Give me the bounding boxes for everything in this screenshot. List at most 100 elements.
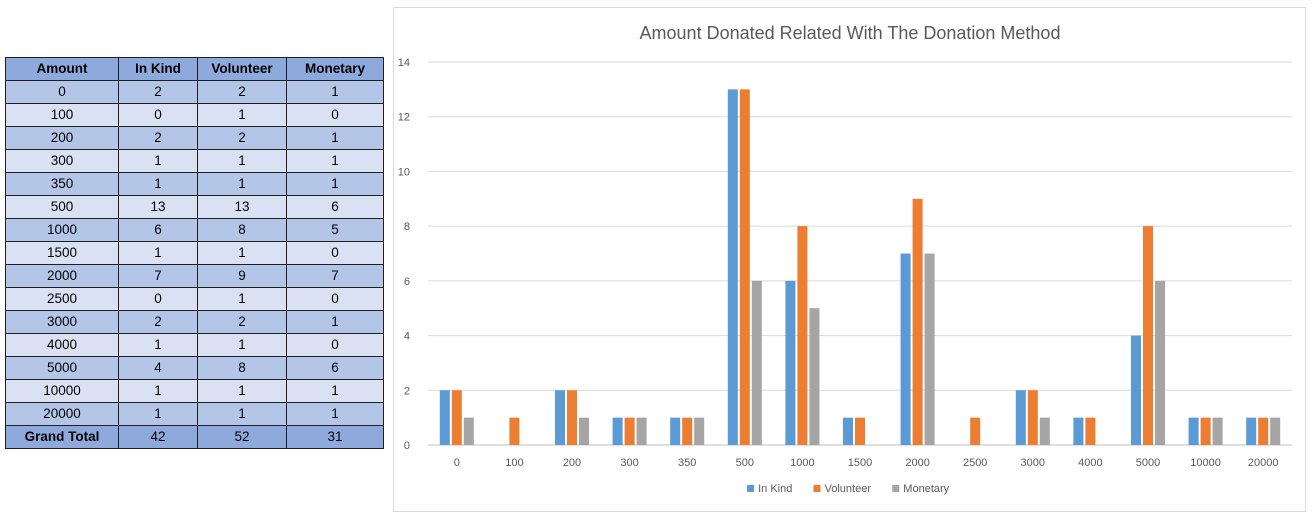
column-header: Volunteer <box>197 57 287 81</box>
chart-title: Amount Donated Related With The Donation… <box>640 23 1061 43</box>
x-tick-label: 350 <box>678 457 696 469</box>
legend-swatch <box>813 485 821 492</box>
bar-volunteer <box>509 417 520 445</box>
x-tick-label: 1000 <box>790 457 814 469</box>
y-tick-label: 12 <box>398 112 410 124</box>
table-cell: 1 <box>197 333 287 357</box>
bars <box>439 89 1281 445</box>
table-cell: 1 <box>286 149 384 173</box>
column-header: Monetary <box>286 57 384 81</box>
bar-in-kind <box>1246 417 1257 445</box>
legend-label: Monetary <box>903 483 949 495</box>
grand-total-row: Grand Total 42 52 31 <box>5 425 384 449</box>
table-cell: 6 <box>286 356 384 380</box>
y-tick-label: 10 <box>398 166 410 178</box>
bar-in-kind <box>439 390 450 445</box>
column-header: In Kind <box>118 57 198 81</box>
table-cell: 0 <box>118 287 198 311</box>
data-table: Amount In Kind Volunteer Monetary 0 2 2 1 100 0 1… <box>5 57 384 449</box>
table-cell: 2 <box>197 80 287 104</box>
table-row: 200 2 2 1 <box>5 126 384 150</box>
table-cell: 500 <box>5 195 119 219</box>
bar-volunteer <box>624 417 635 445</box>
table-row: 500 13 13 6 <box>5 195 384 219</box>
y-tick-label: 14 <box>398 57 410 69</box>
table-cell: 7 <box>286 264 384 288</box>
table-cell: 1 <box>286 379 384 403</box>
table-cell: 2 <box>197 310 287 334</box>
bar-monetary <box>1039 417 1050 445</box>
bar-monetary <box>1212 417 1223 445</box>
table-cell: 2 <box>118 80 198 104</box>
bar-volunteer <box>1258 417 1269 445</box>
x-tick-label: 500 <box>736 457 754 469</box>
bar-volunteer <box>797 226 808 445</box>
table-cell: 1 <box>197 402 287 426</box>
table-cell: 1 <box>118 149 198 173</box>
table-cell: 1 <box>118 241 198 265</box>
bar-volunteer <box>970 417 981 445</box>
table-cell: 1 <box>197 379 287 403</box>
table-cell: 1 <box>118 379 198 403</box>
table-cell: 2 <box>118 310 198 334</box>
bar-in-kind <box>843 417 853 445</box>
table-cell: 5000 <box>5 356 119 380</box>
legend-swatch <box>747 485 755 492</box>
bar-in-kind <box>612 417 623 445</box>
bar-volunteer <box>739 89 750 445</box>
table-cell: 2500 <box>5 287 119 311</box>
bar-in-kind <box>1073 417 1084 445</box>
bar-in-kind <box>1131 335 1141 445</box>
table-cell: 1500 <box>5 241 119 265</box>
bar-in-kind <box>900 253 911 445</box>
table-cell: 6 <box>118 218 198 242</box>
table-cell: 100 <box>5 103 119 127</box>
table-cell: 1 <box>118 172 198 196</box>
bar-volunteer <box>682 417 693 445</box>
bar-monetary <box>463 417 474 445</box>
legend-swatch <box>892 485 900 492</box>
x-tick-label: 200 <box>563 457 581 469</box>
bar-volunteer <box>912 198 923 445</box>
table-cell: 6 <box>286 195 384 219</box>
bar-volunteer <box>855 417 865 445</box>
legend: In Kind Volunteer Monetary <box>747 483 950 495</box>
table-row: 5000 4 8 6 <box>5 356 384 380</box>
bar-volunteer <box>567 390 577 445</box>
x-tick-label: 2500 <box>963 457 987 469</box>
table-row: 4000 1 1 0 <box>5 333 384 357</box>
x-tick-label: 4000 <box>1078 457 1102 469</box>
bar-in-kind <box>1015 390 1026 445</box>
table-row: 3000 2 2 1 <box>5 310 384 334</box>
table-cell: 1 <box>197 241 287 265</box>
table-cell: 1 <box>286 80 384 104</box>
table-row: 300 1 1 1 <box>5 149 384 173</box>
table-row: 1000 6 8 5 <box>5 218 384 242</box>
bar-monetary <box>636 417 647 445</box>
table-cell: 1000 <box>5 218 119 242</box>
table-cell: 5 <box>286 218 384 242</box>
bar-in-kind <box>785 280 796 445</box>
bar-volunteer <box>1200 417 1211 445</box>
bar-monetary <box>924 253 935 445</box>
table-cell: 350 <box>5 172 119 196</box>
table-cell: 1 <box>118 402 198 426</box>
table-cell: 0 <box>286 333 384 357</box>
column-header: Amount <box>5 57 119 81</box>
table-cell: 2 <box>197 126 287 150</box>
y-tick-label: 8 <box>404 221 410 233</box>
table-cell: 1 <box>286 126 384 150</box>
table-cell: 1 <box>197 103 287 127</box>
chart-panel[interactable]: Amount Donated Related With The Donation… <box>393 7 1306 512</box>
table-cell: 7 <box>118 264 198 288</box>
x-tick-label: 5000 <box>1136 457 1160 469</box>
table-cell: 13 <box>197 195 287 219</box>
table-cell: 1 <box>286 402 384 426</box>
table-cell: 1 <box>286 310 384 334</box>
table-cell: 0 <box>286 103 384 127</box>
y-tick-label: 6 <box>404 276 410 288</box>
x-tick-label: 1500 <box>848 457 872 469</box>
grand-total-cell: 42 <box>118 425 198 449</box>
legend-label: In Kind <box>758 483 792 495</box>
